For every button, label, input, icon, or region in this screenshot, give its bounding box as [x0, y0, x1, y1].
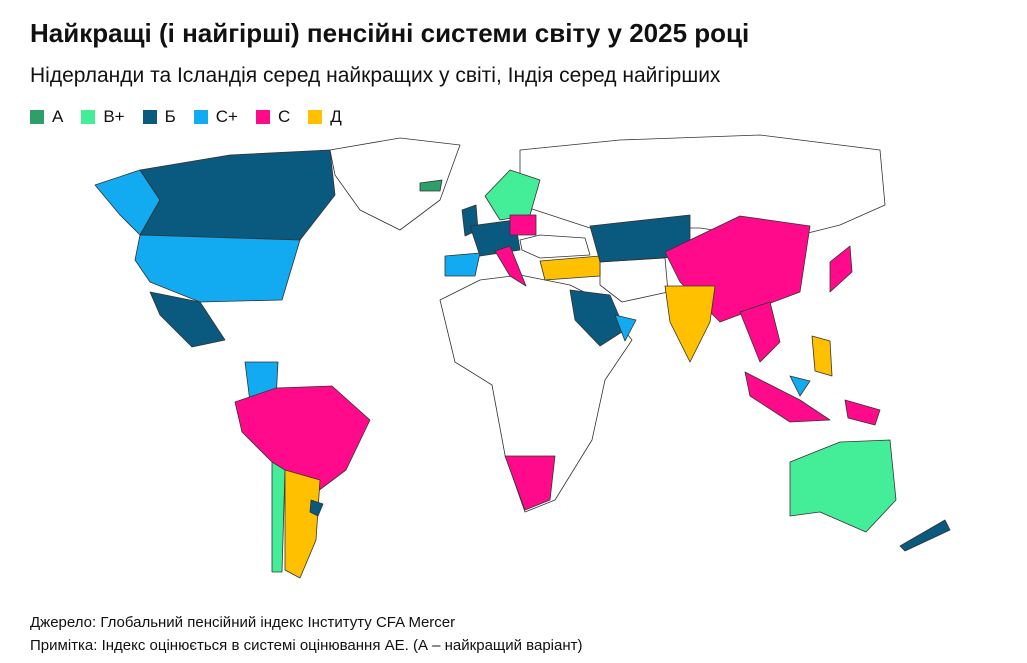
- region: [284, 469, 321, 579]
- region: [494, 245, 527, 287]
- legend-label: А: [52, 107, 64, 126]
- note: Примітка: Індекс оцінюється в системі оц…: [30, 637, 583, 654]
- region: [789, 439, 897, 533]
- russia: [519, 134, 886, 241]
- legend-swatch: [256, 110, 270, 124]
- africa: [439, 274, 633, 513]
- region: [664, 285, 716, 363]
- legend-label: С+: [215, 107, 238, 126]
- region: [811, 335, 833, 377]
- region: [844, 399, 881, 426]
- legend-item: Д: [308, 107, 342, 127]
- legend-label: В+: [103, 107, 125, 126]
- region: [139, 149, 336, 241]
- legend-swatch: [30, 110, 44, 124]
- region: [509, 214, 537, 236]
- region: [899, 519, 951, 552]
- region: [484, 169, 541, 221]
- region: [271, 461, 286, 573]
- region: [444, 252, 481, 277]
- region: [234, 385, 371, 501]
- region: [149, 291, 226, 348]
- region: [829, 245, 853, 293]
- legend-swatch: [308, 110, 323, 124]
- region: [419, 179, 443, 192]
- legend-item: Б: [142, 107, 176, 127]
- region: [134, 234, 301, 303]
- title: Найкращі (і найгірші) пенсійні системи с…: [30, 18, 750, 48]
- region: [569, 289, 626, 347]
- legend-swatch: [193, 110, 208, 124]
- eastern-europe: [519, 234, 591, 259]
- region: [309, 499, 324, 517]
- legend-swatch: [81, 110, 96, 124]
- region: [539, 255, 601, 281]
- greenland: [329, 137, 461, 231]
- region: [614, 314, 637, 342]
- source: Джерело: Глобальний пенсійний індекс Інс…: [30, 614, 456, 631]
- legend-item: В+: [81, 107, 125, 127]
- region: [504, 455, 556, 511]
- legend-label: Б: [164, 107, 176, 126]
- legend-swatch: [142, 110, 157, 124]
- legend-item: А: [30, 107, 63, 127]
- legend: А В+ Б С+ С Д: [30, 107, 342, 127]
- legend-item: С+: [193, 107, 238, 127]
- region: [739, 301, 781, 363]
- legend-label: Д: [330, 107, 342, 126]
- subtitle: Нідерланди та Ісландія серед найкращих у…: [30, 64, 721, 87]
- region: [744, 371, 831, 423]
- legend-label: С: [278, 107, 291, 126]
- region: [789, 375, 811, 397]
- legend-item: С: [256, 107, 290, 127]
